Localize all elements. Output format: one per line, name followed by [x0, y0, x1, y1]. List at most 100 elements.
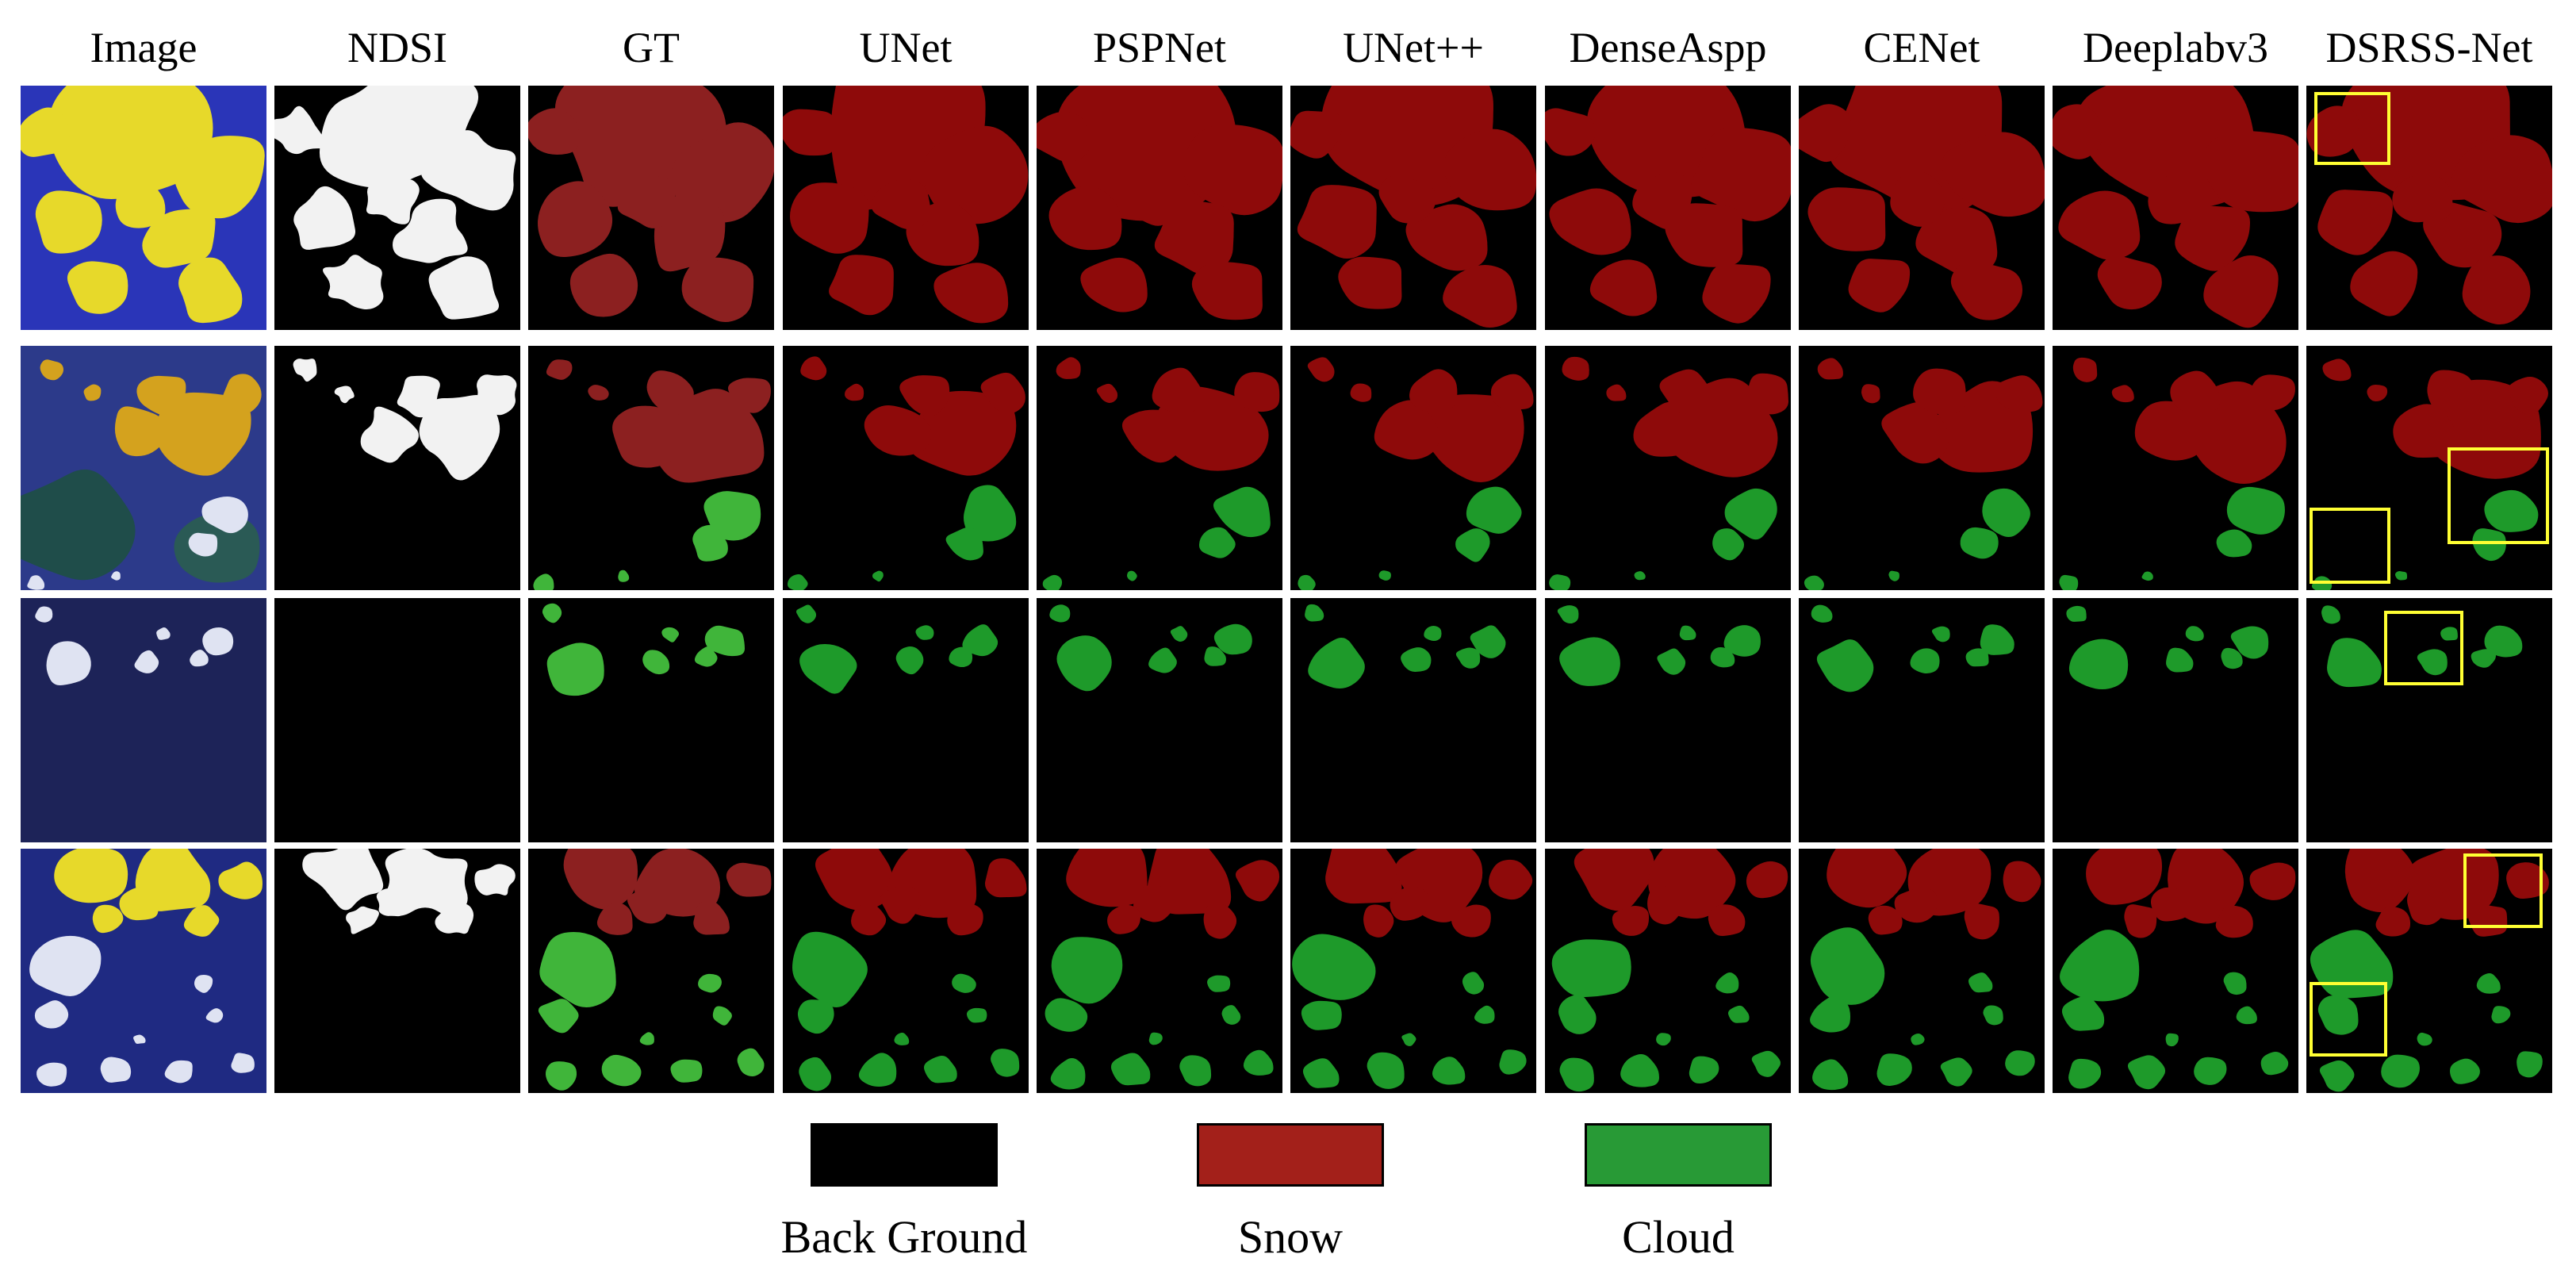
cloud-mask [795, 604, 817, 623]
tile-sample-3-unet [783, 598, 1029, 842]
snow-mask [727, 378, 771, 413]
cloud-mask [2230, 626, 2269, 659]
snow-mask [1409, 369, 1458, 412]
cloud-mask [787, 574, 808, 590]
cloud-mask [1148, 1032, 1163, 1045]
snow-mask [1589, 259, 1658, 316]
cloud-mask [797, 999, 834, 1034]
cloud-mask [2327, 638, 2382, 688]
cloud-mask [2417, 1032, 2432, 1046]
column-header-deeplabv3: Deeplabv3 [2083, 24, 2268, 71]
column-header-pspnet: PSPNet [1092, 24, 1227, 71]
snow-region [115, 175, 166, 228]
cloud-mask [1656, 1033, 1671, 1046]
snow-region [67, 261, 128, 314]
snow-mask [2317, 190, 2394, 255]
cloud-mask [2223, 972, 2247, 995]
cloud-mask [872, 570, 884, 582]
cloud-mask [1965, 648, 1989, 667]
snow-mask [1665, 203, 1743, 267]
snow-region [136, 375, 186, 416]
snow-mask [1390, 886, 1429, 921]
ndsi-snow-region [435, 903, 474, 934]
cloud-region [111, 571, 121, 581]
cloud-mask [1148, 647, 1177, 673]
snow-mask [528, 108, 580, 155]
snow-mask [1056, 357, 1081, 379]
cloud-mask [2484, 625, 2523, 658]
cloud-region [134, 650, 159, 673]
cloud-region [201, 497, 248, 534]
snow-mask [1848, 259, 1911, 313]
cloud-mask [2310, 930, 2394, 999]
snow-mask [1443, 128, 1536, 211]
snow-mask [1405, 204, 1488, 271]
snow-mask [933, 263, 1009, 324]
tile-sample-4-deeplabv3 [2053, 849, 2298, 1093]
cloud-mask [2517, 1051, 2543, 1078]
cloud-mask [945, 527, 983, 561]
snow-mask [1799, 104, 1851, 163]
snow-mask [1154, 201, 1234, 275]
ndsi-snow-region [293, 359, 317, 382]
cloud-mask [1983, 1005, 2003, 1026]
snow-region [218, 861, 263, 899]
snow-mask [2150, 887, 2191, 922]
highlight-box [2384, 611, 2463, 685]
snow-mask [980, 372, 1025, 414]
cloud-mask [1455, 647, 1481, 669]
snow-mask [1868, 905, 1903, 935]
snow-mask [726, 862, 772, 897]
snow-mask [612, 405, 680, 468]
snow-mask [1048, 186, 1122, 251]
ndsi-snow-region [376, 888, 410, 917]
cloud-mask [1042, 574, 1063, 590]
ndsi-snow-region [360, 406, 419, 463]
snow-mask [2203, 255, 2279, 328]
snow-mask [1827, 849, 1907, 908]
snow-mask [681, 257, 754, 323]
legend-label-snow: Snow [1237, 1211, 1344, 1263]
tile-sample-4-ndsi [274, 849, 520, 1093]
cloud-mask [2068, 639, 2129, 690]
tile-sample-4-cenet [1799, 849, 2045, 1093]
snow-mask [2170, 370, 2220, 413]
cloud-mask [1462, 972, 1485, 995]
cloud-mask [1474, 1005, 1495, 1024]
cloud-mask [2221, 647, 2243, 669]
cloud-mask [1980, 624, 2014, 655]
ndsi-snow-region [421, 130, 516, 211]
forest-region [21, 469, 136, 581]
cloud-mask [1302, 1058, 1340, 1088]
snow-mask [864, 405, 932, 456]
cloud-mask [1810, 927, 1885, 1005]
cloud-region [100, 1057, 132, 1083]
snow-mask [646, 370, 694, 416]
snow-region [222, 374, 262, 414]
cloud-mask [2141, 571, 2153, 581]
snow-mask [1659, 369, 1712, 417]
cloud-mask [894, 1032, 910, 1045]
cloud-mask [1557, 605, 1579, 624]
column-header-image: Image [90, 24, 197, 71]
snow-mask [1606, 384, 1627, 401]
tile-sample-4-gt [528, 849, 774, 1093]
cloud-mask [542, 603, 562, 623]
tile-sample-1-pspnet [1037, 86, 1282, 330]
cloud-mask [1931, 626, 1950, 642]
tile-sample-1-unet [783, 86, 1029, 330]
tile-sample-2-gt [528, 346, 774, 590]
cloud-mask [703, 491, 761, 541]
snow-mask [1549, 188, 1631, 255]
cloud-mask [1045, 998, 1088, 1032]
cloud-mask [1876, 1053, 1912, 1087]
cloud-region [156, 627, 171, 640]
cloud-mask [1126, 570, 1137, 581]
cloud-mask [1110, 1053, 1151, 1086]
tile-sample-3-dsrss [2306, 598, 2552, 842]
snow-mask [2072, 357, 2098, 382]
snow-mask [1443, 264, 1517, 328]
cloud-mask [1301, 1000, 1342, 1030]
cloud-mask [1204, 646, 1226, 666]
snow-mask [2407, 885, 2445, 926]
